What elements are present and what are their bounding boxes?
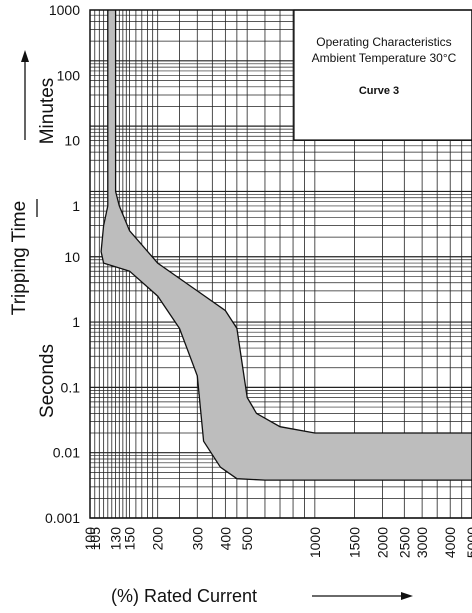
x-tick-label: 300 [189,527,205,551]
y-tick-label: 10 [64,133,80,149]
seconds-label: Seconds [37,344,58,418]
x-tick-label: 200 [150,527,166,551]
x-tick-label: 2000 [375,527,391,558]
x-tick-label: 130 [108,527,124,551]
upper-limit-curve [114,10,472,434]
x-tick-label: 105 [87,527,103,551]
tripping-band-fill [101,10,472,481]
y-tick-label: 100 [57,67,81,83]
chart-subtitle: Ambient Temperature 30°C [312,51,457,65]
y-arrow-icon [21,50,29,140]
x-arrow-icon [312,592,413,600]
y-axis-title: Tripping Time [9,201,30,315]
y-tick-label: 0.1 [61,379,81,395]
y-tick-label: 10 [64,249,80,265]
plot-frame [89,9,472,519]
x-tick-label: 150 [122,527,138,551]
x-tick-label: 2500 [396,527,412,558]
x-tick-label: 400 [217,527,233,551]
y-tick-label: 1 [72,198,80,214]
chart-title: Operating Characteristics [316,35,451,49]
x-tick-label: 1500 [346,527,362,558]
x-axis-title: (%) Rated Current [111,586,257,606]
curve-label: Curve 3 [359,85,399,97]
y-tick-label: 1 [72,314,80,330]
x-tick-label: 1000 [307,527,323,558]
x-tick-label: 100 [82,527,98,551]
x-tick-label: 3000 [414,527,430,558]
tripping-band [100,10,472,481]
lower-limit-curve [100,10,472,481]
y-tick-labels: 1000 100 10 1 10 1 0.1 0.01 0.001 [45,2,80,526]
x-tick-label: 4000 [442,527,458,558]
legend-box [293,9,472,141]
y-tick-label: 0.01 [53,445,80,461]
y-tick-label: 0.001 [45,510,80,526]
minutes-label: Minutes [37,78,58,145]
x-tick-label: 5000 [464,527,472,558]
x-tick-label: 500 [239,527,255,551]
y-tick-label: 1000 [49,2,80,18]
